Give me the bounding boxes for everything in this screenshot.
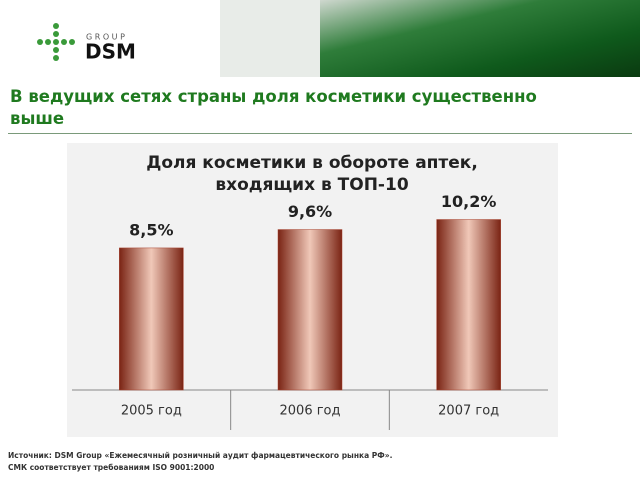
chart-title: Доля косметики в обороте аптек, входящих…	[146, 153, 478, 195]
bar	[277, 229, 343, 391]
value-label: 9,6%	[288, 202, 332, 221]
iso-note: СМК соответствует требованиям ISO 9001:2…	[8, 463, 215, 472]
header-photo	[320, 0, 640, 77]
value-label: 10,2%	[441, 192, 497, 211]
divider	[8, 133, 632, 134]
bar	[436, 219, 501, 391]
x-tick-label: 2007 год	[438, 404, 499, 419]
header-photo-fade	[220, 0, 320, 77]
slide-heading: В ведущих сетях страны доля косметики су…	[10, 87, 537, 128]
logo-subtext: G R O U P	[86, 33, 125, 42]
x-tick-label: 2005 год	[121, 404, 182, 419]
x-tick-label: 2006 год	[280, 404, 341, 419]
logo-cross	[37, 23, 75, 61]
logo-text: DSM	[85, 40, 136, 64]
bar	[119, 247, 184, 391]
value-label: 8,5%	[129, 220, 173, 239]
source-note: Источник: DSM Group «Ежемесячный розничн…	[8, 451, 393, 460]
